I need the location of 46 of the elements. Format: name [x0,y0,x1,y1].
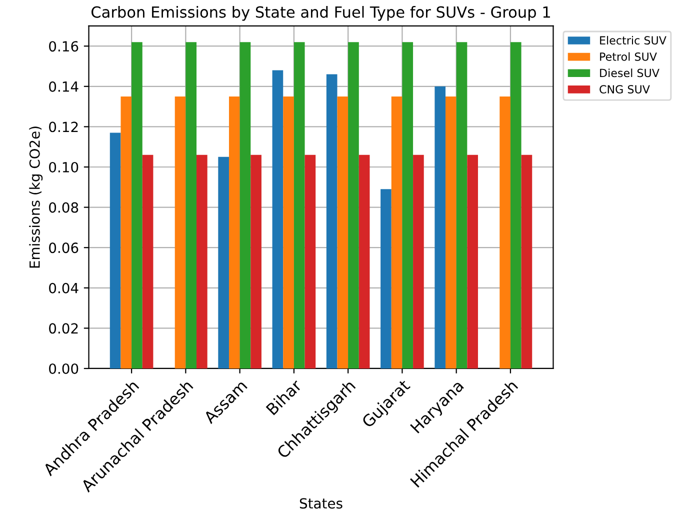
bar [413,154,424,368]
bar [186,42,197,368]
bar [434,86,446,368]
bar [521,154,532,368]
bar [240,42,251,368]
bar [228,96,240,368]
bar [467,154,478,368]
y-tick-label: 0.02 [49,323,78,334]
bar [337,96,348,368]
y-tick-label: 0.10 [49,162,78,172]
bar [402,42,414,368]
bar [174,96,186,368]
y-axis-title: Emissions (kg CO2e) [29,126,43,268]
bar [250,154,262,368]
y-tick-label: 0.12 [49,122,78,132]
bar [196,154,208,368]
y-tick-label: 0.06 [49,242,78,254]
bar [120,96,132,368]
legend-label: CNG SUV [600,85,650,94]
bar [500,96,510,368]
bar [380,189,392,368]
bar [272,70,284,368]
bar [283,96,294,368]
bar [391,96,402,368]
y-tick-label: 0.14 [49,81,78,92]
y-tick-label: 0.08 [49,202,78,213]
bar [326,74,338,368]
x-axis-title: States [300,498,342,509]
bar [142,154,154,368]
y-tick-label: 0.04 [49,282,78,294]
bar [294,42,305,368]
bar [358,154,370,368]
bar [510,42,522,368]
bar [446,96,456,368]
y-tick-label: 0.00 [49,363,78,374]
bar [110,132,121,368]
y-tick-label: 0.16 [49,41,78,52]
bar [304,154,316,368]
legend-label: Diesel SUV [600,68,660,78]
bar [456,42,468,368]
chart-title: Carbon Emissions by State and Fuel Type for SUVs - Group 1 [92,6,550,21]
legend-label: Petrol SUV [600,52,657,61]
bar [132,42,142,368]
legend-label: Electric SUV [600,36,666,45]
bar [348,42,359,368]
bar [218,156,229,368]
